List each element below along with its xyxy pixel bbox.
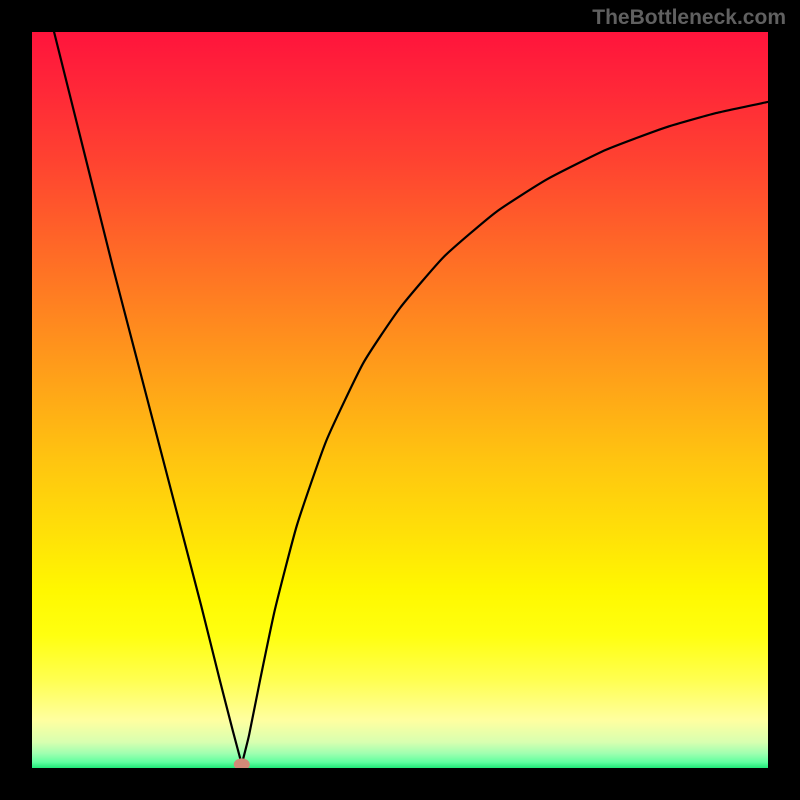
plot-background bbox=[32, 32, 768, 768]
min-marker bbox=[234, 758, 250, 770]
bottleneck-chart bbox=[0, 0, 800, 800]
